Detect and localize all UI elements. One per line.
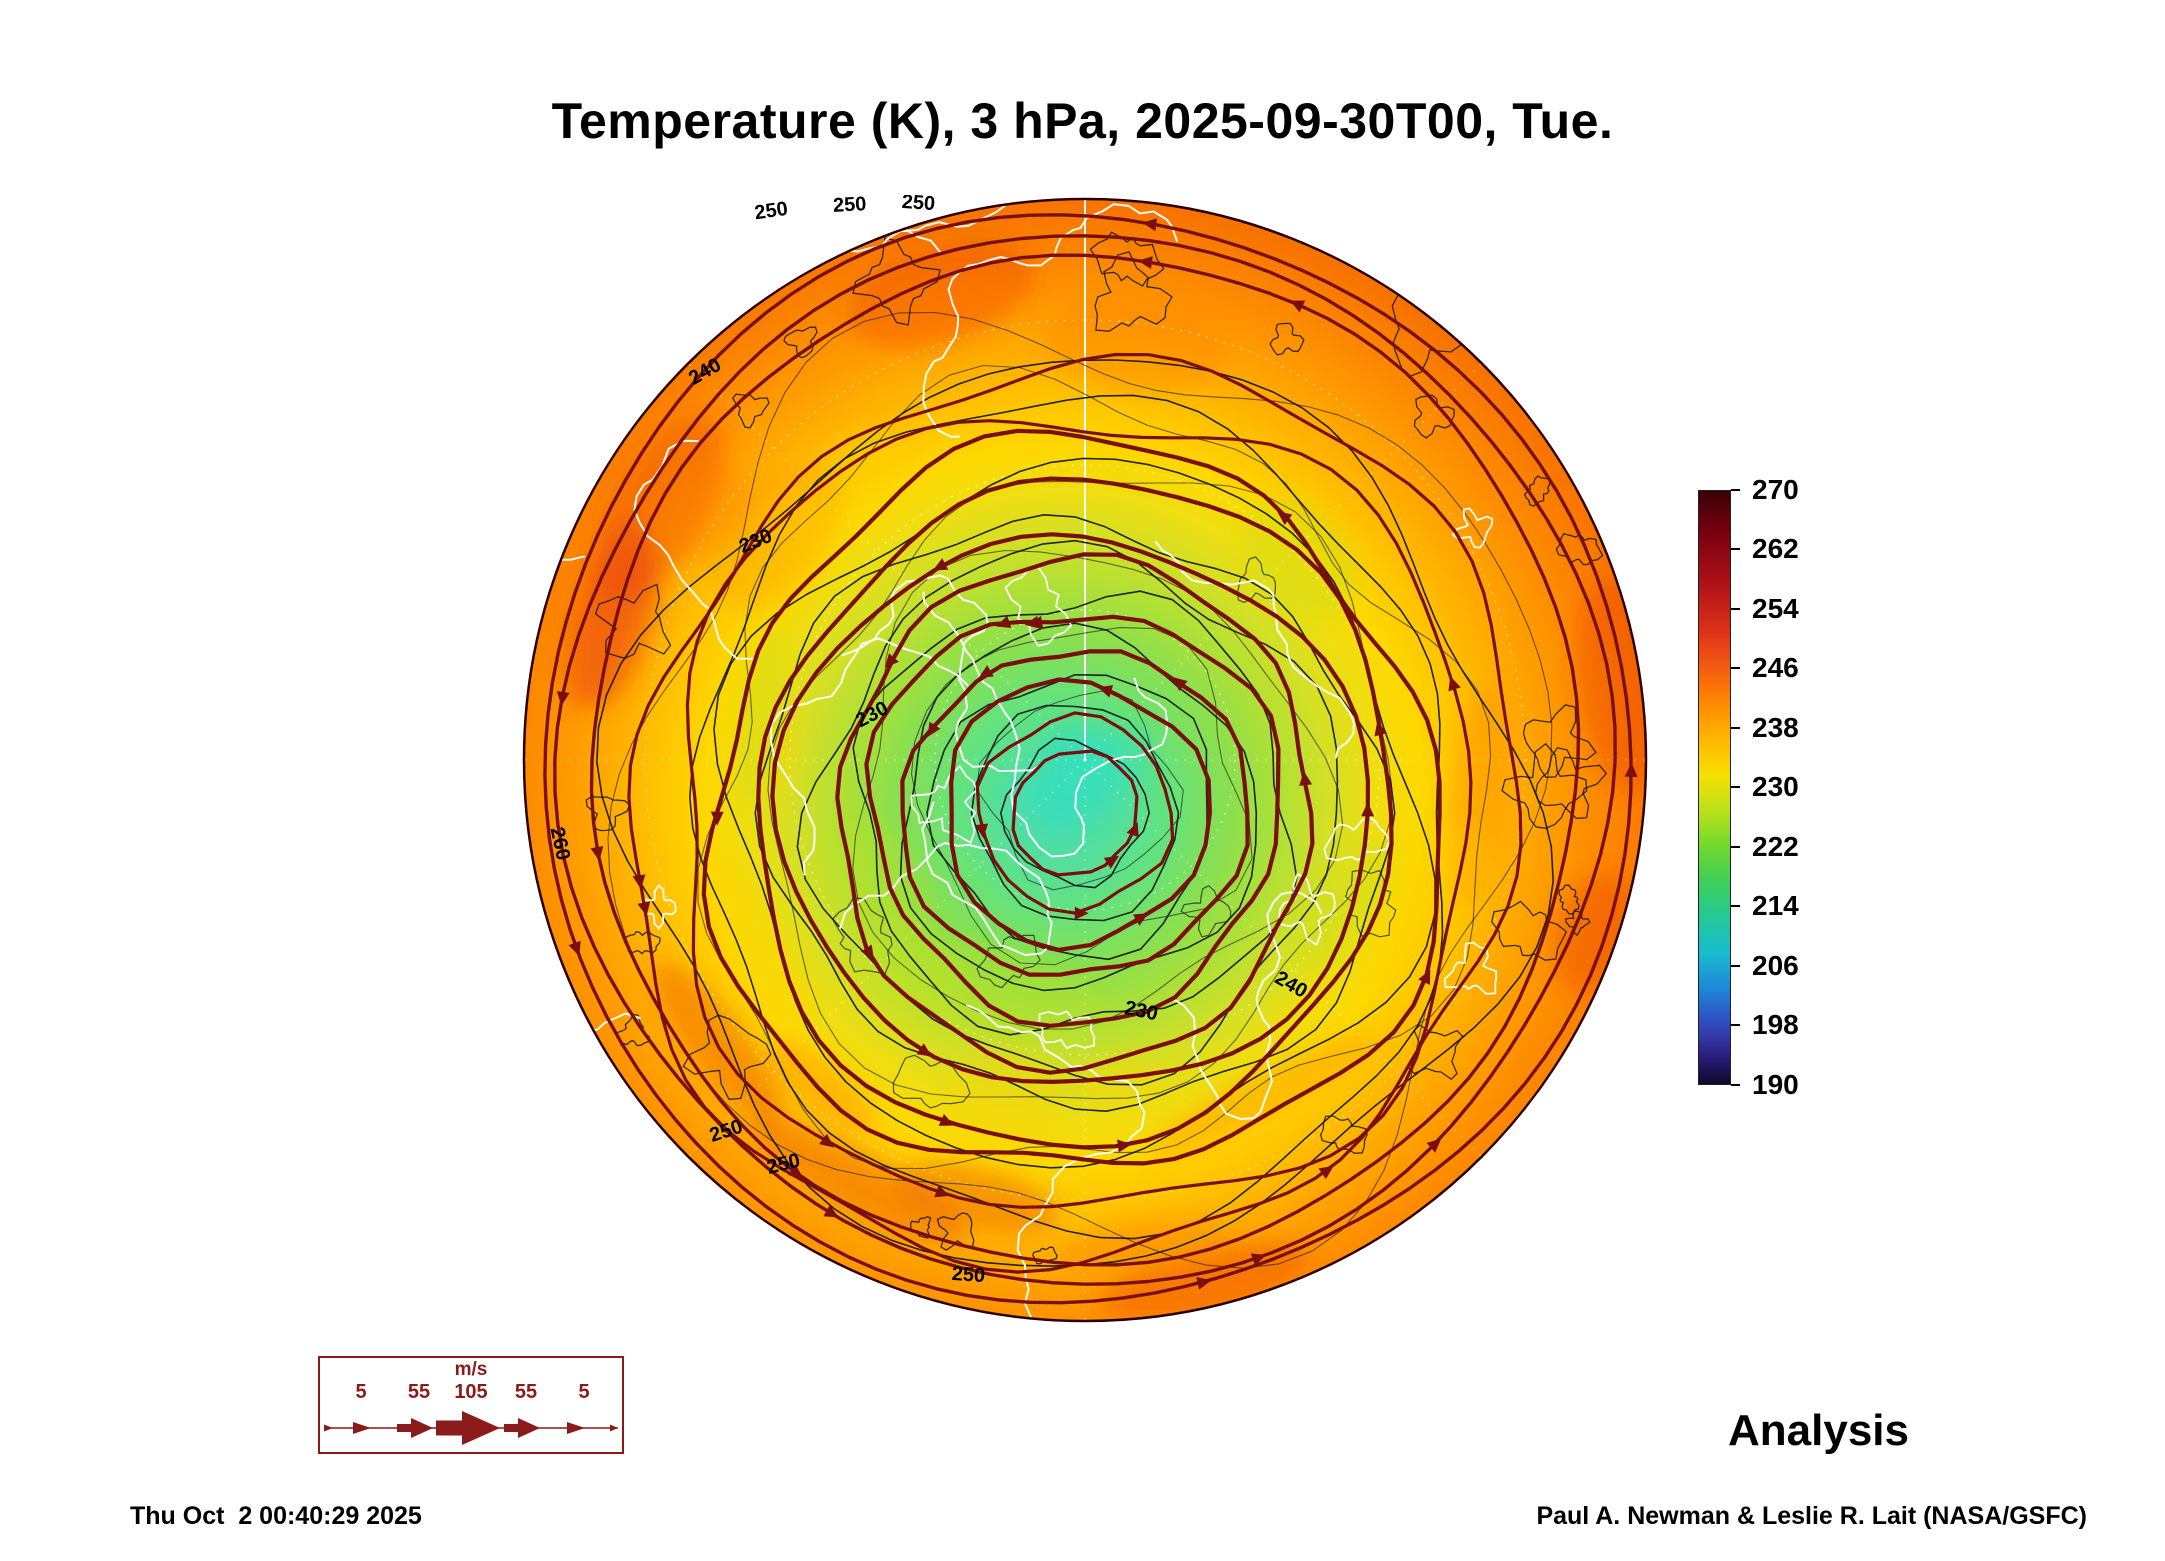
colorbar-label: 230 [1752, 771, 1799, 802]
colorbar-tick [1731, 1024, 1740, 1026]
wind-streamlines [543, 213, 1638, 1305]
arrow-55-left-shaft [397, 1424, 411, 1432]
colorbar-label: 270 [1752, 474, 1799, 505]
arrow-5-left [353, 1422, 371, 1434]
arrow-105 [462, 1411, 500, 1445]
polar-map: 250 250 250 240 230 230 230 240 250 250 … [522, 195, 1648, 1323]
colorbar-tick [1731, 1084, 1740, 1086]
colorbar-label: 222 [1752, 831, 1799, 862]
colorbar-label: 198 [1752, 1009, 1799, 1040]
wind-speed-label: 105 [454, 1381, 488, 1403]
contour-label: 250 [753, 198, 789, 224]
contour-label: 250 [951, 1263, 986, 1287]
arrow-55-right [518, 1418, 540, 1438]
arrow-55-right-shaft [504, 1424, 518, 1432]
colorbar-tick [1731, 548, 1740, 550]
arrow-105-shaft [436, 1420, 462, 1436]
temperature-contours [585, 231, 1608, 1269]
plot-title: Temperature (K), 3 hPa, 2025-09-30T00, T… [551, 93, 1614, 149]
generation-timestamp: Thu Oct 2 00:40:29 2025 [130, 1502, 422, 1530]
arrow-end-right [610, 1424, 618, 1432]
colorbar-tick [1731, 905, 1740, 907]
wind-speed-arrows [324, 1411, 618, 1445]
colorbar-label: 214 [1752, 890, 1799, 921]
colorbar-tick [1731, 786, 1740, 788]
colorbar-tick [1731, 667, 1740, 669]
polar-map-container: 250 250 250 240 230 230 230 240 250 250 … [520, 195, 1650, 1325]
analysis-label: Analysis [1728, 1406, 1909, 1455]
colorbar-label: 206 [1752, 950, 1799, 981]
colorbar-tick [1731, 965, 1740, 967]
arrow-end-left [324, 1424, 333, 1432]
wind-legend-units: m/s [454, 1359, 488, 1380]
wind-speed-label: 55 [514, 1381, 538, 1403]
map-rim [522, 197, 1648, 1323]
colorbar-label: 262 [1752, 533, 1799, 564]
arrow-5-right [567, 1422, 585, 1434]
arrow-55-left [411, 1418, 433, 1438]
colorbar-tick [1731, 727, 1740, 729]
colorbar-label: 246 [1752, 652, 1799, 683]
colorbar-tick [1731, 489, 1740, 491]
contour-label: 250 [832, 195, 866, 217]
colorbar-tick [1731, 608, 1740, 610]
wind-speed-label: 5 [355, 1381, 367, 1403]
contour-label: 250 [901, 195, 936, 215]
colorbar-label: 190 [1752, 1069, 1799, 1100]
colorbar [1698, 490, 1731, 1085]
wind-speed-label: 5 [578, 1381, 590, 1403]
colorbar-label: 238 [1752, 712, 1799, 743]
wind-speed-label: 55 [407, 1381, 431, 1403]
credit-line: Paul A. Newman & Leslie R. Lait (NASA/GS… [1536, 1502, 2087, 1530]
contour-label-group: 250 250 250 240 230 230 230 240 250 250 … [546, 195, 1311, 1287]
colorbar-tick [1731, 846, 1740, 848]
colorbar-label: 254 [1752, 593, 1799, 624]
